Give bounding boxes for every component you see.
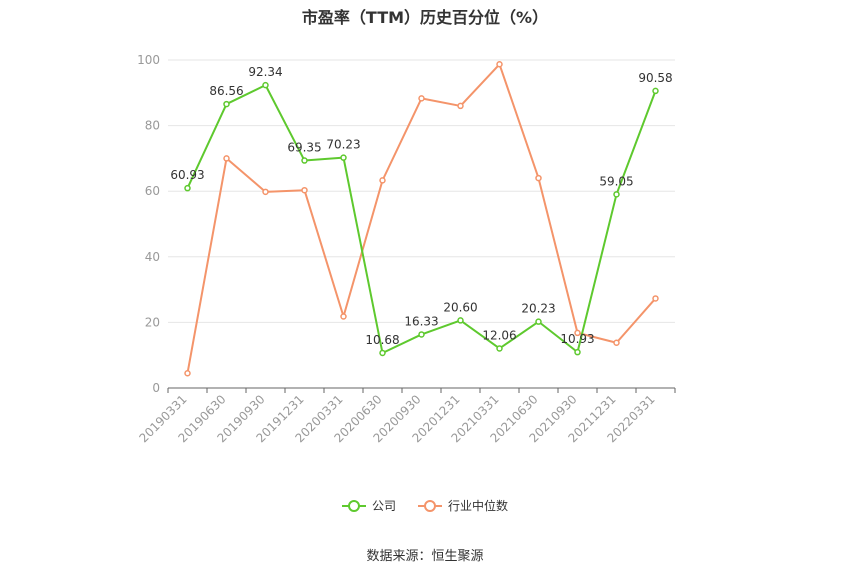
data-point[interactable] <box>262 188 269 196</box>
legend-line-marker-icon <box>341 499 366 512</box>
legend-line-marker-icon <box>418 499 442 512</box>
y-tick-label: 100 <box>137 53 160 67</box>
chart-legend: 公司 行业中位数 <box>0 497 850 514</box>
data-label: 16.33 <box>404 314 438 328</box>
data-point[interactable] <box>418 331 425 338</box>
data-point[interactable] <box>574 329 581 337</box>
data-label: 60.93 <box>170 168 204 182</box>
legend-item-industry-median[interactable]: 行业中位数 <box>418 497 508 514</box>
data-point[interactable] <box>535 174 542 182</box>
data-point[interactable] <box>652 295 659 302</box>
y-tick-label: 40 <box>145 250 160 264</box>
data-point[interactable] <box>184 369 191 377</box>
data-point[interactable] <box>223 155 230 162</box>
data-point[interactable] <box>418 95 425 102</box>
data-point[interactable] <box>457 317 464 324</box>
y-tick-label: 60 <box>145 184 160 198</box>
data-label: 92.34 <box>248 65 282 79</box>
data-point[interactable] <box>613 191 620 198</box>
data-point[interactable] <box>223 100 230 108</box>
data-label: 20.23 <box>521 302 555 316</box>
data-point[interactable] <box>184 184 191 192</box>
data-point[interactable] <box>496 345 503 352</box>
y-tick-label: 80 <box>145 119 160 133</box>
data-point[interactable] <box>574 348 581 356</box>
legend-label-company: 公司 <box>371 499 396 513</box>
data-label: 86.56 <box>209 84 243 98</box>
data-label: 10.68 <box>365 333 399 347</box>
data-point[interactable] <box>340 154 347 161</box>
data-point[interactable] <box>379 349 386 357</box>
legend-item-company[interactable]: 公司 <box>341 497 396 514</box>
data-point[interactable] <box>457 102 464 110</box>
data-point[interactable] <box>652 87 659 95</box>
data-source-note: 数据来源：恒生聚源 <box>366 549 484 564</box>
data-label: 90.58 <box>638 71 672 85</box>
data-point[interactable] <box>301 157 308 164</box>
data-label: 12.06 <box>482 328 516 342</box>
y-tick-label: 0 <box>152 381 160 395</box>
data-point[interactable] <box>301 186 308 194</box>
data-point[interactable] <box>340 313 347 320</box>
data-point[interactable] <box>535 318 542 325</box>
data-label: 69.35 <box>287 141 321 155</box>
data-point[interactable] <box>613 339 620 346</box>
legend-label-industry-median: 行业中位数 <box>448 499 509 513</box>
data-point[interactable] <box>262 81 269 89</box>
y-tick-label: 20 <box>145 315 160 329</box>
data-point[interactable] <box>496 61 503 68</box>
data-point[interactable] <box>379 177 386 184</box>
data-label: 70.23 <box>326 138 360 152</box>
chart-title: 市盈率（TTM）历史百分位（%） <box>301 8 549 27</box>
data-label: 20.60 <box>443 300 477 314</box>
data-label: 10.93 <box>560 332 594 346</box>
data-label: 59.05 <box>599 174 633 188</box>
